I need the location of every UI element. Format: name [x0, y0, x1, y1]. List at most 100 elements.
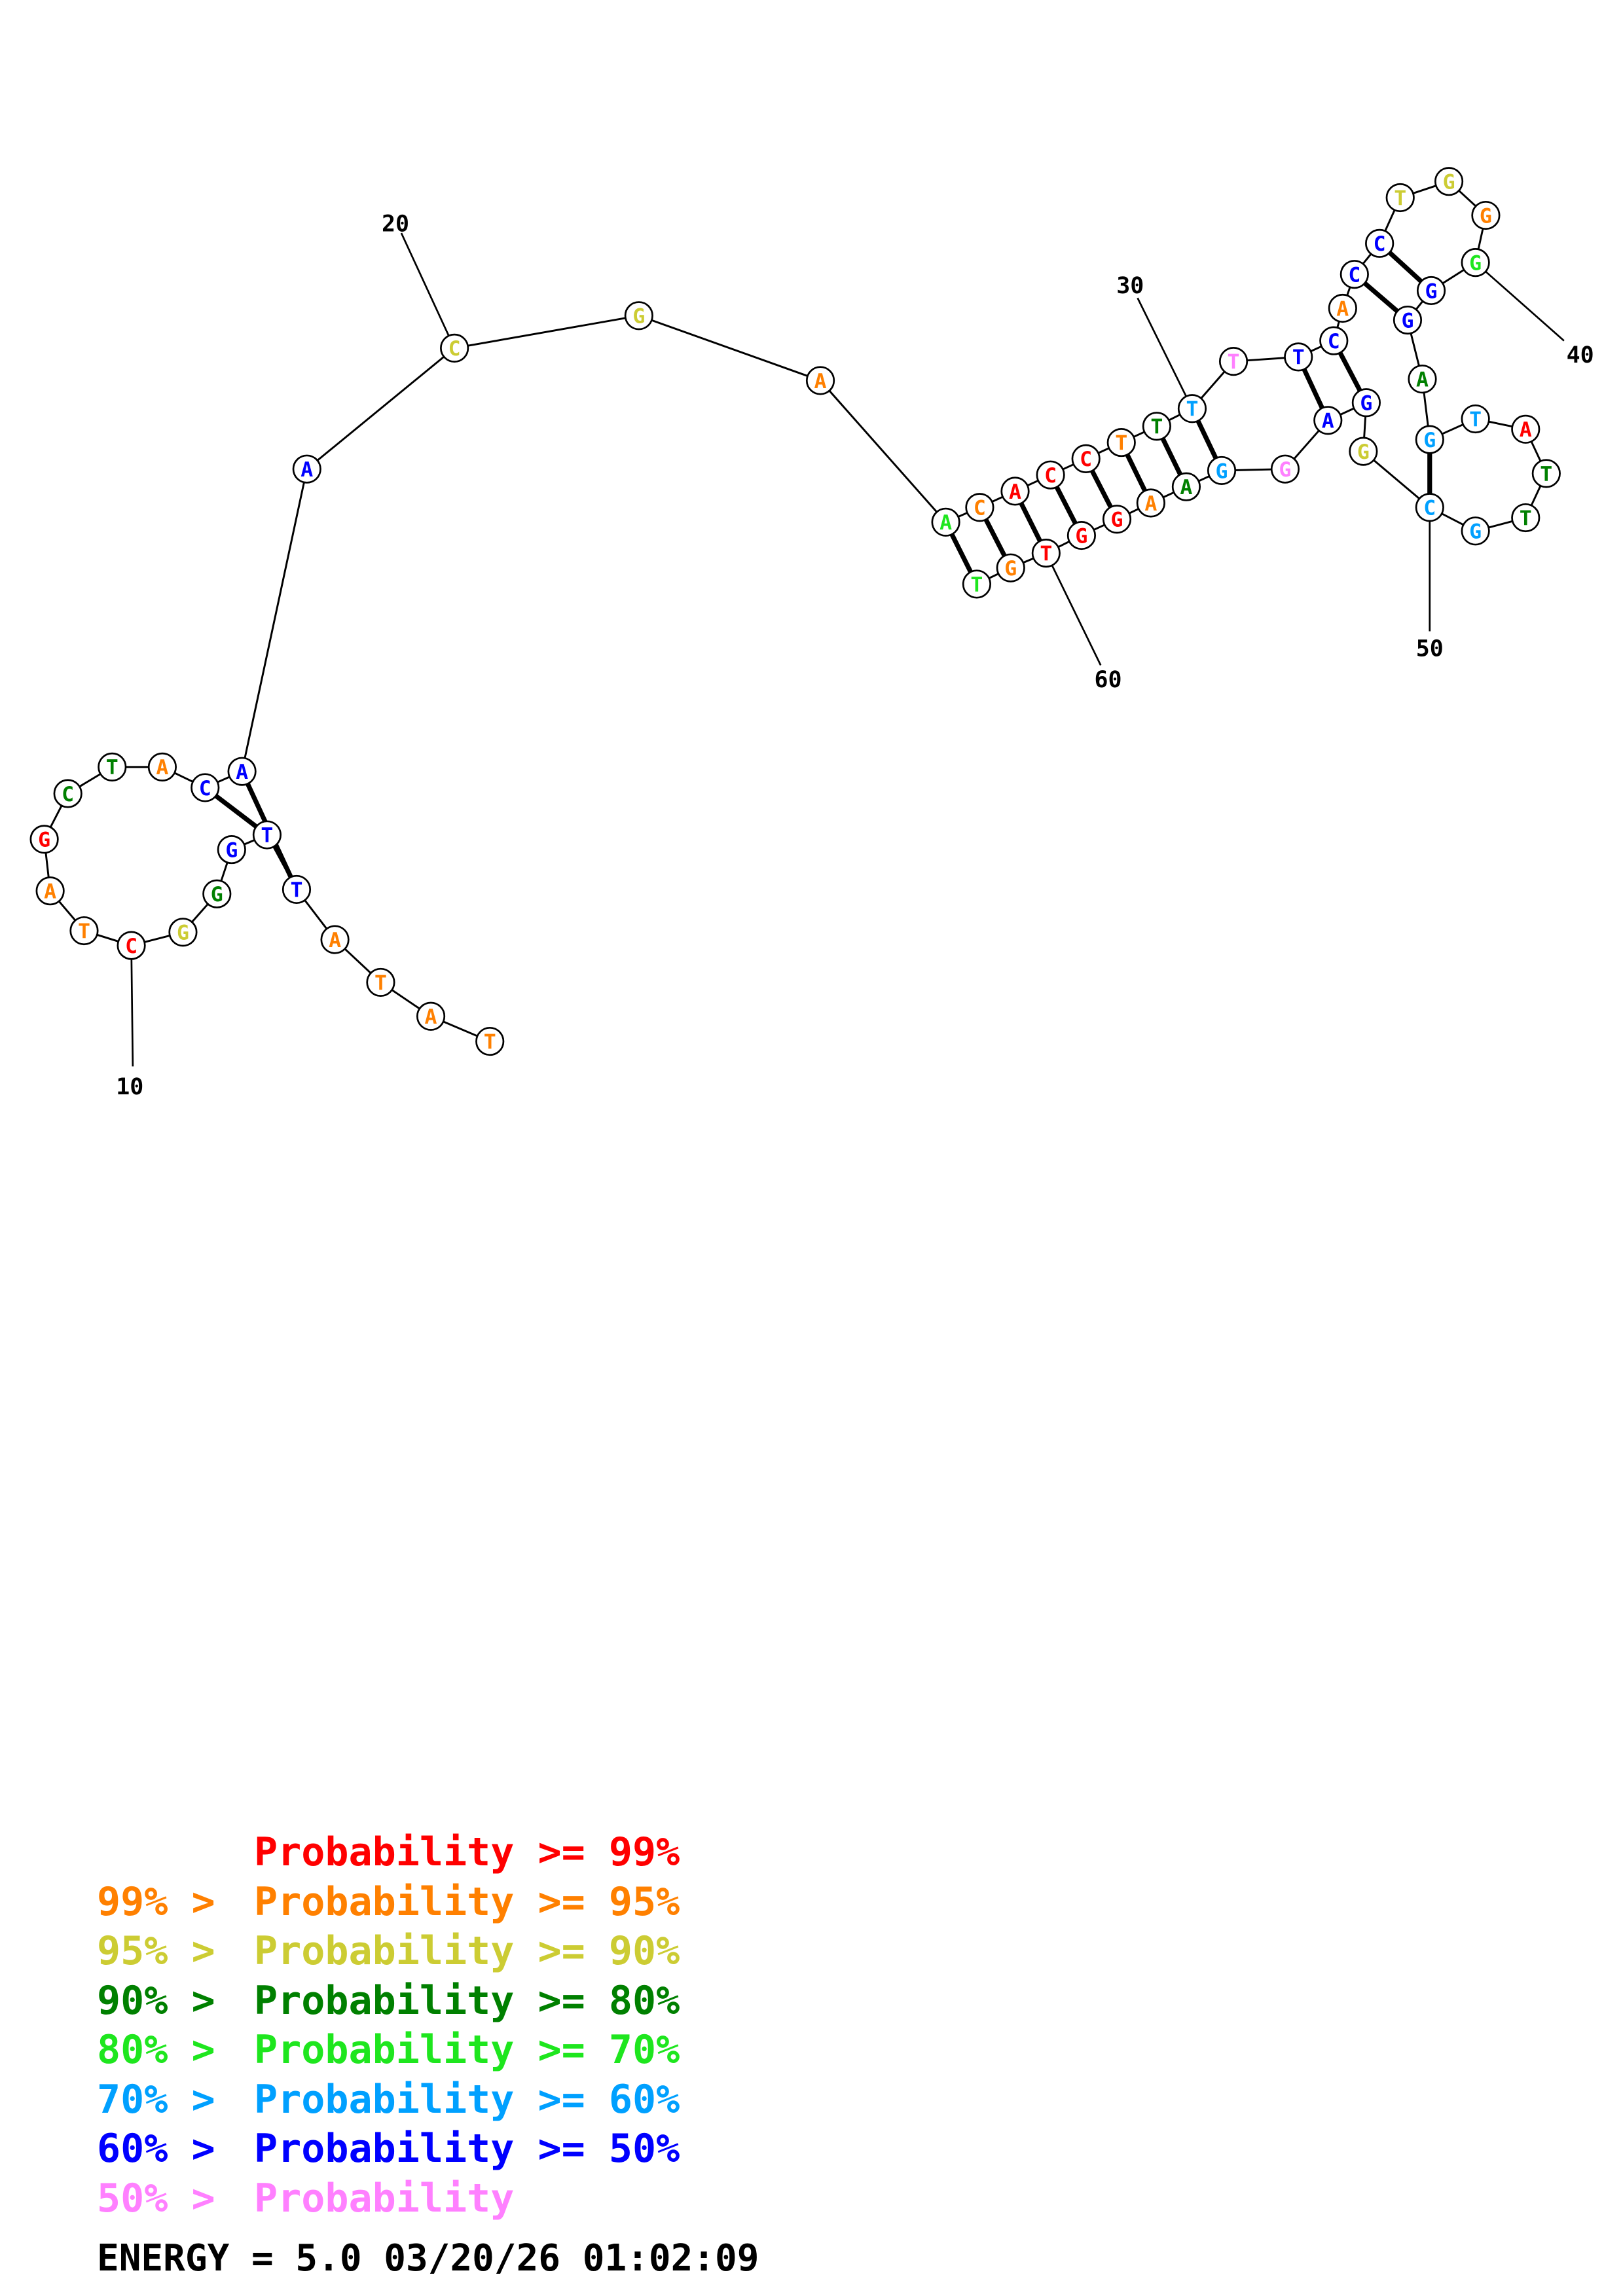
nucleotide-base: C	[125, 935, 137, 958]
nucleotide-base: C	[62, 783, 74, 806]
nucleotide-circle	[1461, 248, 1490, 278]
nucleotide-base: A	[1144, 492, 1157, 516]
nucleotide-base: A	[1009, 480, 1021, 504]
nucleotide-base: T	[484, 1030, 496, 1054]
nucleotide-circle	[1385, 183, 1415, 213]
nucleotide-base: C	[448, 337, 461, 361]
nucleotide-circle	[1415, 493, 1444, 522]
nucleotide-base: T	[1292, 346, 1305, 370]
position-label-leader	[400, 232, 456, 349]
nucleotide: C	[1340, 260, 1369, 289]
backbone-segment	[638, 314, 821, 382]
nucleotide: G	[168, 918, 198, 947]
nucleotide: C	[1365, 228, 1395, 258]
nucleotide-base: T	[1228, 350, 1240, 374]
nucleotide: C	[1071, 444, 1101, 473]
nucleotide: A	[320, 925, 350, 954]
nucleotide: T	[1511, 503, 1541, 533]
nucleotide-base: G	[1004, 557, 1017, 581]
nucleotide-circle	[1408, 365, 1437, 394]
nucleotide-base: G	[211, 883, 223, 906]
nucleotide-base: A	[156, 756, 168, 780]
legend-label: Probability	[254, 2175, 515, 2221]
nucleotide: A	[292, 454, 321, 484]
nucleotide-base: C	[1328, 330, 1340, 353]
nucleotide: G	[1471, 200, 1501, 230]
nucleotide: G	[1393, 305, 1423, 335]
nucleotide-base: C	[1080, 448, 1092, 471]
backbone-segment	[306, 347, 456, 470]
nucleotide: G	[1415, 425, 1444, 454]
nucleotide: T	[1177, 394, 1207, 423]
nucleotide: C	[440, 333, 469, 363]
nucleotide: A	[416, 1001, 446, 1031]
nucleotide-base: G	[1279, 458, 1291, 482]
nucleotide-circle	[1031, 539, 1061, 568]
nucleotide-base: T	[1150, 416, 1163, 439]
nucleotide-base: G	[1401, 309, 1413, 332]
nucleotide-circle	[252, 820, 282, 850]
nucleotide-base: A	[1336, 297, 1349, 321]
nucleotide: G	[1102, 505, 1132, 534]
nucleotide-circle	[69, 916, 99, 946]
nucleotide: G	[1461, 516, 1490, 546]
nucleotide-base: C	[199, 777, 211, 800]
nucleotide-base: A	[236, 761, 248, 784]
nucleotide-base: C	[1374, 232, 1386, 256]
nucleotide-base: G	[1425, 279, 1438, 303]
legend-lower-bound: 99% >	[97, 1878, 215, 1925]
legend-label: Probability >= 90%	[254, 1928, 680, 1974]
nucleotide-circle	[191, 773, 220, 802]
legend-label: Probability >= 99%	[254, 1829, 680, 1875]
nucleotide: A	[931, 507, 960, 537]
nucleotide-circle	[1365, 228, 1395, 258]
nucleotide: T	[282, 874, 312, 905]
legend-label: Probability >= 80%	[254, 1977, 680, 2024]
nucleotide-base: T	[1115, 431, 1127, 455]
nucleotide-base: T	[1540, 463, 1552, 486]
position-label-leader	[1137, 297, 1194, 409]
nucleotide: T	[1031, 539, 1061, 568]
position-labels: 10 20 30 40 50 60	[116, 211, 1594, 1100]
nucleotide: C	[53, 779, 82, 808]
nucleotide: C	[191, 773, 220, 802]
nucleotide-circle	[1270, 454, 1300, 484]
nucleotide-base: G	[1357, 440, 1370, 464]
nucleotide-base: A	[814, 370, 827, 393]
nucleotide: G	[1207, 456, 1237, 485]
nucleotide-circle	[1218, 347, 1249, 376]
nucleotide-base: A	[44, 880, 56, 904]
position-label: 10	[116, 1074, 143, 1100]
nucleotide-circle	[1415, 425, 1444, 454]
nucleotide-base: G	[1423, 429, 1436, 452]
nucleotide: A	[35, 876, 65, 906]
nucleotide-base: A	[1180, 476, 1192, 499]
backbone-segment	[241, 469, 308, 772]
legend-label: Probability >= 95%	[254, 1878, 680, 1925]
legend-lower-bound: 80% >	[97, 2027, 215, 2073]
nucleotide-circle	[1328, 293, 1357, 323]
nucleotide-circle	[965, 493, 994, 522]
nucleotide-circle	[1136, 488, 1165, 518]
legend-label: Probability >= 50%	[254, 2126, 680, 2172]
nucleotide-circle	[1461, 404, 1490, 434]
position-label-leader	[1474, 262, 1565, 342]
nucleotide: A	[805, 366, 835, 395]
nucleotide: G	[1461, 248, 1490, 278]
nucleotide: A	[1000, 476, 1030, 506]
nucleotide-base: T	[1520, 507, 1532, 530]
nucleotide-circle	[1177, 394, 1207, 423]
nucleotide-circle	[805, 366, 835, 395]
nucleotide: T	[69, 916, 99, 946]
nucleotide-base: T	[374, 971, 387, 995]
nucleotide-circle	[53, 779, 82, 808]
nucleotide-circle	[1434, 167, 1464, 196]
nucleotide-circle	[366, 967, 395, 997]
nucleotide: C	[1036, 460, 1065, 490]
nucleotide-circle	[1284, 342, 1313, 372]
nucleotide-circle	[217, 835, 246, 865]
nucleotide-base: T	[1186, 398, 1198, 422]
backbone-segment	[1362, 450, 1431, 509]
